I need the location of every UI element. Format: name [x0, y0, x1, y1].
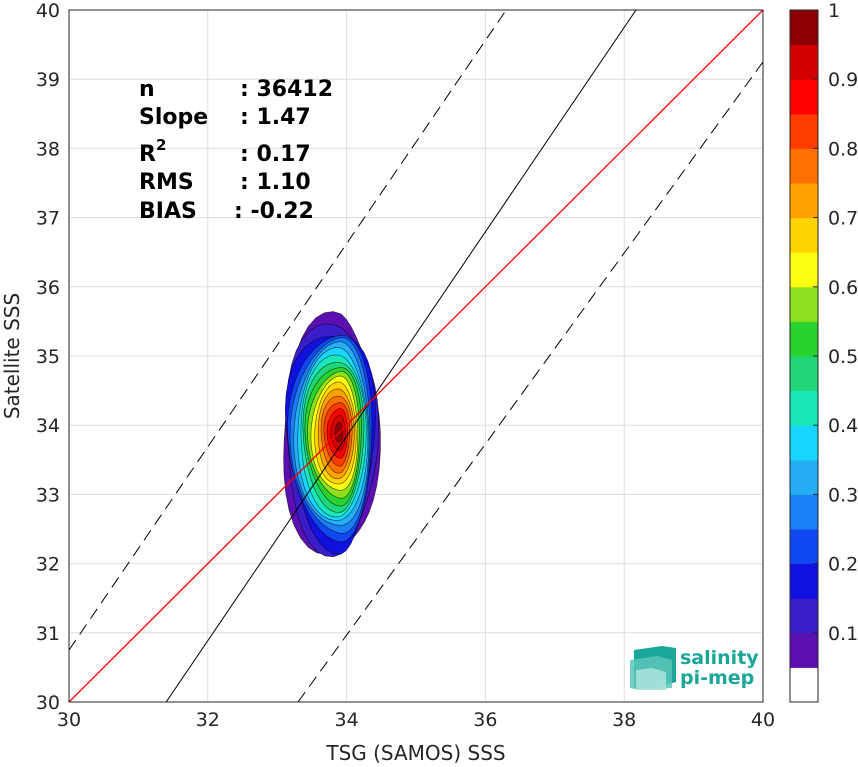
- colorbar-tick-label: 0.1: [828, 623, 858, 645]
- colorbar-level-6: [790, 459, 818, 495]
- x-tick-label: 30: [57, 709, 81, 731]
- colorbar-level-13: [790, 217, 818, 253]
- x-axis-label: TSG (SAMOS) SSS: [325, 741, 505, 765]
- colorbar-tick-label: 0.6: [828, 277, 858, 299]
- stat-label-r2: R: [139, 142, 156, 167]
- axes-box: [68, 9, 764, 703]
- x-tick-labels: 30 32 34 36 38 40: [57, 709, 775, 731]
- colorbar-tick-label: 0.8: [828, 138, 858, 160]
- colorbar-tick-label: 0.2: [828, 554, 858, 576]
- colorbar-tick-label: 0.4: [828, 415, 858, 437]
- colorbar-level-0: [790, 667, 818, 703]
- colorbar: [790, 10, 818, 703]
- stat-label-slope: Slope: [139, 105, 208, 130]
- colorbar-level-18: [790, 44, 818, 80]
- one-to-one-line: [69, 10, 763, 702]
- stat-value-slope: : 1.47: [240, 105, 311, 130]
- x-tick-label: 38: [612, 709, 636, 731]
- colorbar-level-14: [790, 183, 818, 219]
- density-contours: [283, 311, 381, 558]
- colorbar-level-12: [790, 252, 818, 288]
- colorbar-level-17: [790, 79, 818, 115]
- colorbar-tick-label: 0.3: [828, 484, 858, 506]
- stat-value-r2: : 0.17: [240, 142, 311, 167]
- colorbar-level-1: [790, 632, 818, 668]
- stat-label-bias: BIAS: [139, 199, 197, 224]
- y-tick-label: 31: [36, 623, 60, 645]
- stat-label-rms: RMS: [139, 170, 194, 195]
- salinity-pi-mep-logo: salinity pi-mep: [630, 646, 759, 690]
- colorbar-tick-label: 1: [828, 0, 840, 22]
- y-tick-label: 32: [36, 554, 60, 576]
- y-axis-label: Satellite SSS: [0, 293, 24, 419]
- y-tick-label: 39: [36, 69, 60, 91]
- logo-line2: pi-mep: [680, 667, 754, 689]
- colorbar-level-19: [790, 10, 818, 46]
- colorbar-level-11: [790, 286, 818, 322]
- y-tick-label: 40: [36, 0, 60, 22]
- y-tick-label: 33: [36, 484, 60, 506]
- colorbar-level-4: [790, 529, 818, 565]
- y-tick-label: 36: [36, 277, 60, 299]
- colorbar-level-2: [790, 598, 818, 634]
- y-tick-label: 34: [36, 415, 60, 437]
- colorbar-tick-label: 0.7: [828, 208, 858, 230]
- y-tick-labels: 30 31 32 33 34 35 36 37 38 39 40: [36, 0, 60, 714]
- x-tick-label: 32: [196, 709, 220, 731]
- x-tick-label: 40: [751, 709, 775, 731]
- stat-label-r2-sup: 2: [156, 136, 166, 154]
- regression-line: [165, 10, 637, 702]
- logo-line1: salinity: [680, 647, 759, 669]
- colorbar-tick-labels: 0.1 0.2 0.3 0.4 0.5 0.6 0.7 0.8 0.9 1: [813, 0, 858, 645]
- y-tick-label: 30: [36, 692, 60, 714]
- colorbar-level-8: [790, 390, 818, 426]
- stat-value-n: : 36412: [240, 77, 333, 102]
- y-tick-label: 37: [36, 208, 60, 230]
- x-tick-label: 36: [473, 709, 497, 731]
- colorbar-level-10: [790, 321, 818, 357]
- logo-wave-icon: [630, 646, 676, 690]
- y-tick-label: 35: [36, 346, 60, 368]
- upper-bound-line: [69, 10, 507, 651]
- stat-value-bias: : -0.22: [234, 199, 314, 224]
- colorbar-tick-label: 0.9: [828, 69, 858, 91]
- colorbar-level-3: [790, 563, 818, 599]
- colorbar-level-5: [790, 494, 818, 530]
- reference-lines: [69, 10, 763, 702]
- stat-label-n: n: [139, 77, 155, 102]
- colorbar-level-9: [790, 356, 818, 392]
- colorbar-level-15: [790, 148, 818, 184]
- x-tick-label: 34: [335, 709, 359, 731]
- stat-value-rms: : 1.10: [240, 170, 311, 195]
- stats-block: n : 36412 Slope : 1.47 R 2 : 0.17 RMS : …: [139, 77, 333, 224]
- y-tick-label: 38: [36, 138, 60, 160]
- colorbar-tick-label: 0.5: [828, 346, 858, 368]
- colorbar-level-16: [790, 113, 818, 149]
- colorbar-level-7: [790, 425, 818, 461]
